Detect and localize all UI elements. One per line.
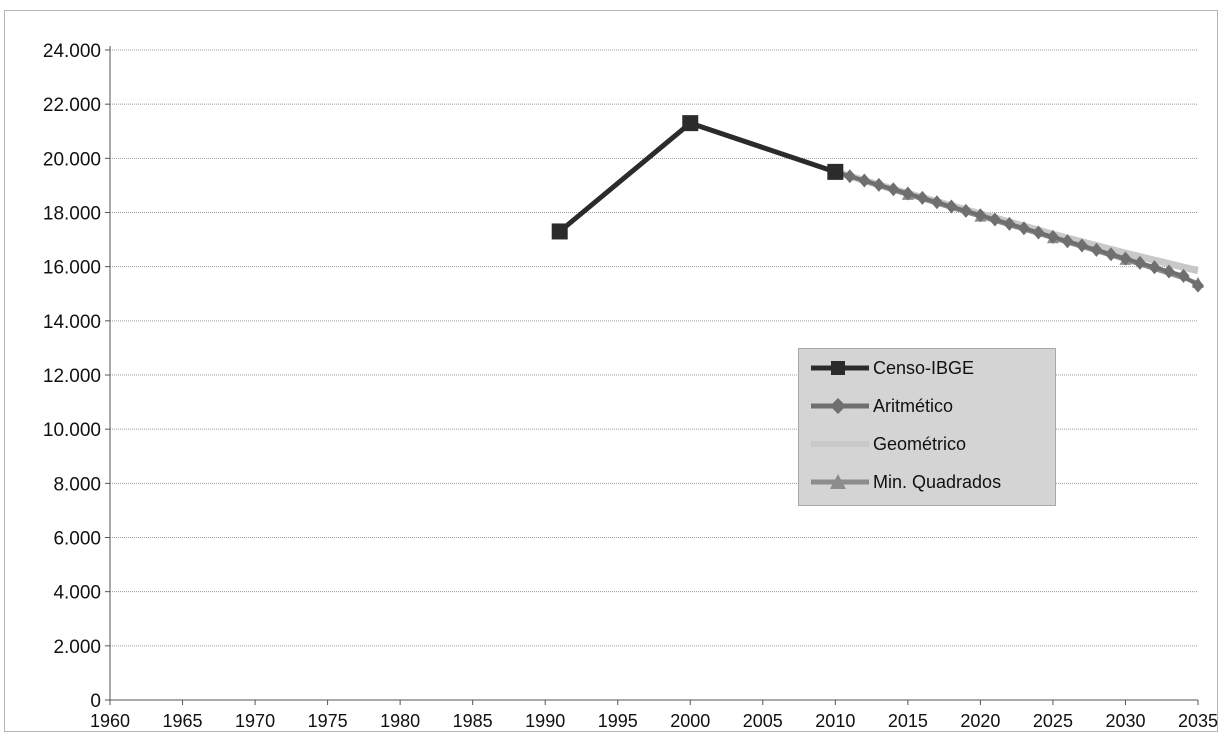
series-line-censo-ibge	[558, 120, 837, 234]
y-tick-label: 6.000	[53, 529, 101, 550]
y-tick-label: 16.000	[43, 258, 101, 279]
data-point	[1046, 229, 1059, 244]
y-tick-label: 8.000	[53, 474, 101, 495]
y-tick-label: 12.000	[43, 366, 101, 387]
data-point	[1177, 268, 1190, 283]
legend-swatch-min-quadrados	[811, 474, 869, 489]
y-tick-label: 20.000	[43, 149, 101, 170]
data-point	[1133, 255, 1146, 270]
x-tick-label: 1960	[90, 711, 130, 731]
y-tick-label: 2.000	[53, 637, 101, 658]
legend-swatch-geometrico	[811, 441, 869, 447]
x-tick-label: 2015	[888, 711, 928, 731]
legend-swatch-censo-ibge	[811, 361, 869, 375]
chart-frame	[4, 10, 1218, 732]
data-point	[1003, 216, 1016, 231]
x-tick-label: 1985	[453, 711, 493, 731]
x-tick-label: 1995	[598, 711, 638, 731]
data-point	[930, 195, 943, 210]
legend-label-aritmetico: Aritmético	[873, 396, 954, 416]
data-point	[858, 173, 871, 188]
x-tick-labels: 1960 1965 1970 1975 1980 1985 1990 1995 2000 2005…	[90, 711, 1218, 731]
data-point	[1061, 234, 1074, 249]
x-tick-label: 2020	[960, 711, 1000, 731]
data-point	[1192, 278, 1204, 293]
x-tick-label: 2010	[815, 711, 855, 731]
data-point	[916, 190, 929, 205]
legend-item-min-quadrados: Min. Quadrados	[799, 465, 1055, 499]
data-point	[843, 169, 856, 184]
data-point	[827, 163, 844, 180]
y-tick-label: 10.000	[43, 420, 101, 441]
data-point	[945, 199, 958, 214]
data-point	[1075, 238, 1088, 253]
axes	[105, 46, 1199, 705]
data-point	[1104, 247, 1117, 262]
data-point	[1090, 242, 1103, 257]
legend-swatch-aritmetico	[811, 398, 869, 414]
data-point	[988, 212, 1001, 227]
y-tick-labels: 0 2.000 4.000 6.000 8.000 10.000 12.000 14.000 1…	[43, 41, 101, 712]
series	[551, 115, 1204, 293]
data-point	[1032, 225, 1045, 240]
data-point	[551, 223, 568, 240]
data-point	[901, 186, 914, 201]
series-aritmetico	[829, 164, 1204, 293]
data-point	[887, 182, 900, 197]
legend-label-censo-ibge: Censo-IBGE	[873, 358, 975, 378]
y-tick-label: 4.000	[53, 583, 101, 604]
x-tick-label: 1990	[525, 711, 565, 731]
legend: Censo-IBGE Aritmético Geométrico Min. Qu…	[798, 348, 1056, 506]
data-point	[1162, 264, 1175, 279]
y-tick-label: 18.000	[43, 204, 101, 225]
legend-item-censo-ibge: Censo-IBGE	[799, 351, 1055, 385]
series-censo-ibge	[551, 115, 844, 240]
data-point	[974, 208, 987, 223]
data-point	[1148, 260, 1161, 275]
x-tick-label: 2005	[743, 711, 783, 731]
data-point	[682, 115, 699, 132]
x-tick-label: 1980	[380, 711, 420, 731]
data-point	[959, 203, 972, 218]
legend-label-min-quadrados: Min. Quadrados	[873, 472, 1002, 492]
x-tick-label: 2035	[1178, 711, 1218, 731]
x-tick-label: 1975	[308, 711, 348, 731]
x-tick-label: 1965	[163, 711, 203, 731]
y-tick-label: 24.000	[43, 41, 101, 62]
x-tick-label: 2030	[1105, 711, 1145, 731]
data-point	[1119, 251, 1132, 266]
data-point	[1017, 221, 1030, 236]
y-tick-label: 14.000	[43, 312, 101, 333]
x-tick-label: 1970	[235, 711, 275, 731]
legend-label-geometrico: Geométrico	[873, 434, 967, 454]
legend-item-geometrico: Geométrico	[799, 427, 1055, 461]
y-tick-label: 0	[90, 691, 101, 712]
y-tick-label: 22.000	[43, 95, 101, 116]
x-tick-label: 2025	[1033, 711, 1073, 731]
data-point	[872, 177, 885, 192]
legend-item-aritmetico: Aritmético	[799, 389, 1055, 423]
x-tick-label: 2000	[670, 711, 710, 731]
